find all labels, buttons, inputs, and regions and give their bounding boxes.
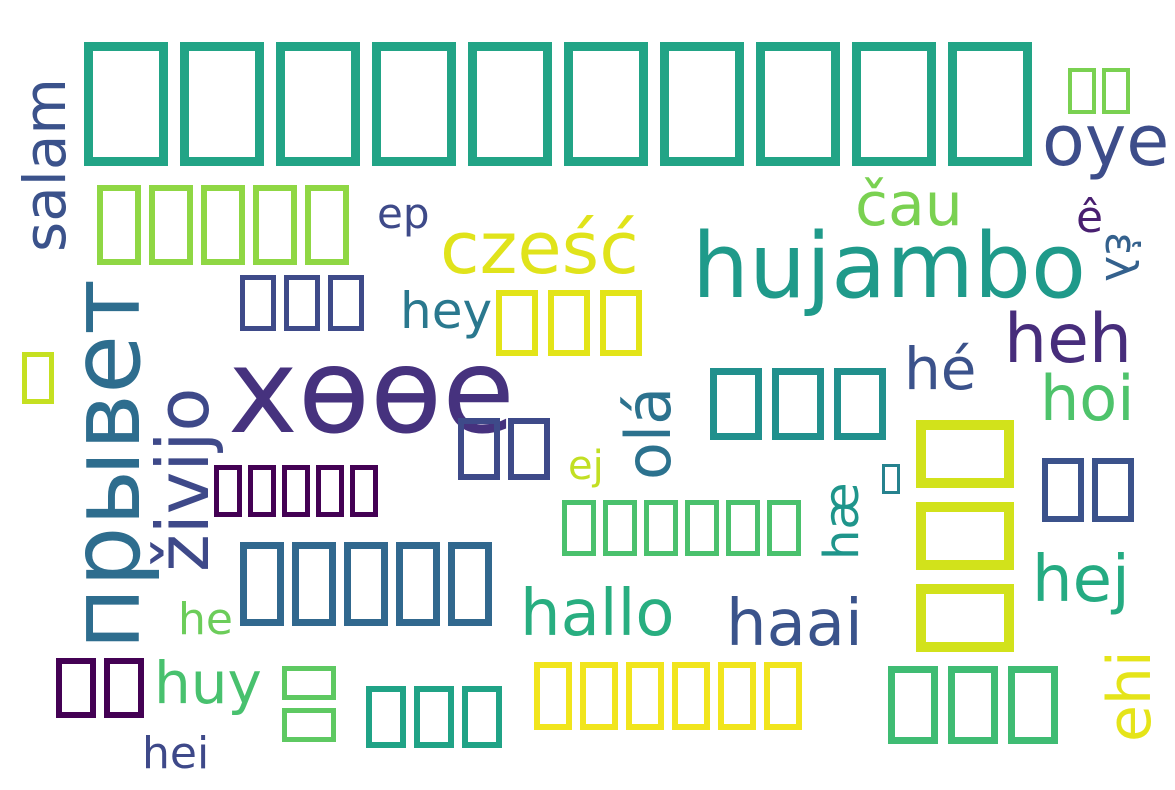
- word-hallo: hallo: [520, 577, 675, 651]
- word-tofu-vertical-3: [916, 420, 1014, 652]
- word-tofu-3-e: [888, 666, 1058, 744]
- word-tofu-2-vert-green: [282, 666, 336, 742]
- word-salam: salam: [11, 78, 79, 252]
- word-heh: heh: [1004, 300, 1133, 379]
- word-tofu-5-dark: [214, 465, 378, 517]
- word-cau: čau: [855, 170, 963, 240]
- word-el: ἑλ: [1095, 232, 1146, 282]
- word-ep: ep: [377, 189, 430, 238]
- word-tofu-3-c: [710, 368, 886, 440]
- word-huy: huy: [154, 649, 262, 717]
- word-tofu-6-green: [562, 500, 801, 556]
- word-ola: olá: [612, 386, 685, 480]
- word-tofu-3-a: [240, 275, 364, 331]
- word-hey: hey: [400, 282, 493, 340]
- word-e-circ: ê: [1076, 192, 1104, 243]
- word-oye: oye: [1042, 100, 1170, 182]
- word-tofu-3-b: [496, 290, 642, 356]
- word-hoi: hoi: [1040, 362, 1135, 435]
- word-ehi: ehi: [1095, 650, 1165, 742]
- word-tofu-2-a: [458, 418, 550, 480]
- word-zivijo: živijo: [141, 387, 225, 572]
- word-tofu-left-5: [97, 185, 349, 265]
- word-tofu-3-d: [366, 686, 502, 748]
- word-haai: haai: [726, 587, 863, 661]
- word-privet: прывет: [50, 278, 162, 650]
- word-ae: hæ: [814, 482, 870, 560]
- word-xoee: хөөе: [228, 322, 515, 460]
- word-tofu-2-purple: [56, 658, 144, 718]
- word-hei: hei: [142, 728, 210, 779]
- word-tofu-2-b: [1042, 458, 1134, 522]
- word-hujambo: hujambo: [692, 214, 1087, 319]
- word-tofu-6-yellow: [534, 662, 802, 730]
- word-czesc: cześć: [440, 206, 639, 290]
- word-tofu-headline: [84, 42, 1032, 170]
- word-tofu-top-right: [1068, 68, 1130, 114]
- word-he: he: [178, 594, 233, 645]
- word-tofu-single-left: [22, 352, 54, 404]
- word-tofu-5-blue: [240, 542, 492, 626]
- word-ej: ej: [568, 443, 604, 489]
- word-he-acute: hé: [904, 335, 977, 403]
- word-tofu-tiny: [882, 464, 900, 494]
- word-hej: hej: [1032, 543, 1130, 617]
